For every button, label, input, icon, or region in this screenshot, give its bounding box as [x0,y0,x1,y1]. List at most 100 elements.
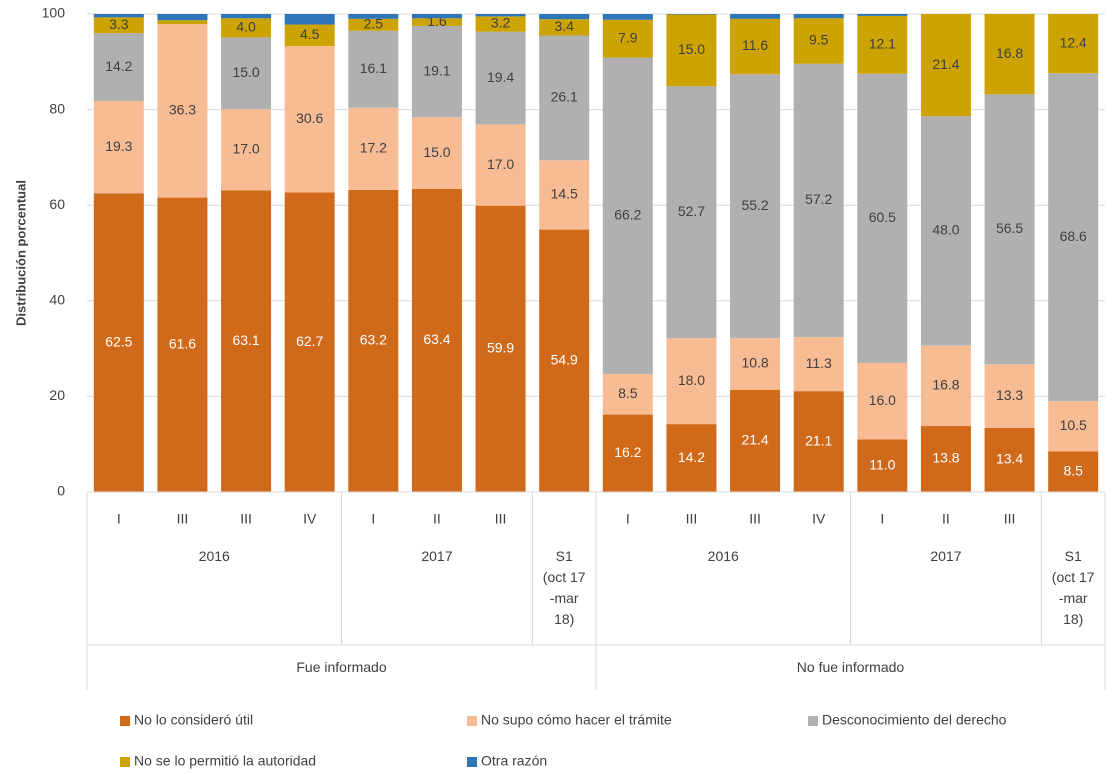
x-tick-label: I [880,511,884,527]
data-label: 16.8 [996,45,1023,61]
data-label: 3.2 [491,15,511,31]
bar-segment [93,193,144,492]
bar-segment [1048,14,1099,74]
bar-segment [157,197,208,492]
data-label: 8.5 [1063,462,1083,478]
data-label: 9.5 [809,32,829,48]
bar-segment [793,391,844,492]
y-tick-label: 0 [57,483,65,499]
data-label: 14.2 [678,449,705,465]
data-label: 48.0 [932,222,959,238]
y-tick-label: 40 [49,292,65,308]
bar-segment [157,20,208,25]
bar-segment [411,117,462,189]
data-label: 15.0 [423,144,450,160]
x-tick-label: IV [812,511,826,527]
x-tick-label: III [177,511,189,527]
bar-segment [793,14,844,19]
bar-segment [157,14,208,21]
bar-segment [348,14,399,19]
bar-segment [539,14,590,20]
data-label: 10.8 [741,355,768,371]
bar-segment [602,14,653,20]
bar-segment [539,19,590,36]
bar-segment [857,15,908,74]
data-label: 60.5 [869,209,896,225]
bar-segment [221,14,272,19]
bar-segment [93,17,144,34]
bar-segment [221,190,272,492]
data-label: 52.7 [678,203,705,219]
bar-segment [475,14,526,17]
data-label: 17.0 [487,156,514,172]
data-label: 63.4 [423,331,450,347]
group-label: 2016 [198,548,230,564]
legend-swatch [120,716,130,726]
data-label: 19.4 [487,69,514,85]
bar-segment [539,229,590,492]
bar-segment [793,63,844,338]
data-label: 21.4 [741,432,768,448]
data-label: 66.2 [614,206,641,222]
group-label: S1 (oct 17 -mar 18) [1051,548,1095,627]
data-label: 61.6 [169,335,196,351]
bar-segment [93,100,144,194]
x-tick-label: II [942,511,950,527]
data-label: 2.5 [364,15,384,31]
bar-segment [666,86,717,339]
data-label: 18.0 [678,372,705,388]
legend-swatch [467,716,477,726]
legend-label: No se lo permitió la autoridad [134,753,316,769]
data-label: 30.6 [296,110,323,126]
data-label: 16.2 [614,444,641,460]
bar-segment [602,414,653,492]
bar-segment [284,46,335,193]
bar-segment [666,424,717,492]
bar-segment [475,205,526,493]
y-tick-label: 20 [49,387,65,403]
bar-segment [602,373,653,415]
bar-segment [157,24,208,198]
bar-segment [920,14,971,117]
bar-segment [920,116,971,346]
bar-segment [539,160,590,230]
bar-segment [221,37,272,110]
bar-segment [284,24,335,47]
legend-label: Otra razón [481,753,547,769]
bar-segment [730,338,781,390]
bar-segment [1048,73,1099,402]
data-label: 17.0 [232,140,259,156]
bar-segment [984,427,1035,492]
data-label: 13.8 [932,450,959,466]
data-label: 21.4 [932,56,959,72]
x-tick-label: III [686,511,698,527]
group-label: 2017 [421,548,453,564]
bar-segment [411,25,462,118]
bar-segment [411,18,462,26]
data-label: 11.3 [806,355,832,371]
bar-segment [602,19,653,58]
data-label: 59.9 [487,340,514,356]
data-label: 16.0 [869,392,896,408]
data-label: 62.5 [105,333,132,349]
bar-segment [348,189,399,493]
data-label: 16.8 [932,377,959,393]
bar-segment [221,109,272,191]
bar-segment [920,426,971,492]
data-label: 10.5 [1060,417,1087,433]
group-label: 2016 [707,548,739,564]
bar-segment [666,14,717,87]
bar-segment [475,31,526,125]
data-label: 68.6 [1060,228,1087,244]
data-label: 4.0 [236,19,256,35]
data-label: 13.4 [996,451,1023,467]
data-label: 12.1 [869,36,896,52]
supergroup-label: Fue informado [296,659,387,675]
data-label: 36.3 [169,101,196,117]
legend-swatch [120,757,130,767]
x-tick-label: I [626,511,630,527]
bar-segment [93,33,144,101]
data-label: 12.4 [1060,34,1087,50]
